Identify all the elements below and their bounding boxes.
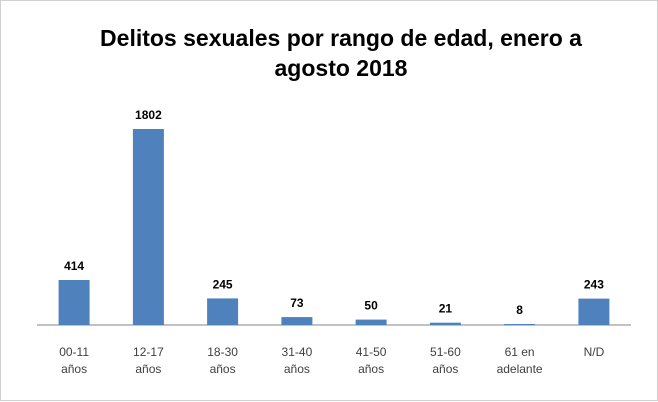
category-label-0-0: 00-11 xyxy=(59,345,89,359)
category-label-4-1: años xyxy=(358,362,384,376)
category-label-5-1: años xyxy=(432,362,458,376)
bar-5 xyxy=(429,322,461,325)
data-label-6: 8 xyxy=(516,303,523,317)
bar-7 xyxy=(578,298,610,325)
data-label-2: 245 xyxy=(213,277,233,291)
bar-0 xyxy=(58,280,90,325)
category-label-6-0: 61 en xyxy=(505,345,535,359)
data-label-4: 50 xyxy=(364,299,378,313)
category-label-2-0: 18-30 xyxy=(207,345,238,359)
bar-1 xyxy=(132,129,164,325)
bar-4 xyxy=(355,319,387,325)
data-label-0: 414 xyxy=(64,259,84,273)
data-label-7: 243 xyxy=(584,278,604,292)
data-label-3: 73 xyxy=(290,296,304,310)
category-label-5-0: 51-60 xyxy=(430,345,461,359)
category-label-1-1: años xyxy=(135,362,161,376)
category-label-6-1: adelante xyxy=(497,362,543,376)
category-label-2-1: años xyxy=(210,362,236,376)
chart-title: Delitos sexuales por rango de edad, ener… xyxy=(100,25,582,81)
bar-6 xyxy=(504,324,536,325)
category-label-3-0: 31-40 xyxy=(282,345,313,359)
category-label-4-0: 41-50 xyxy=(356,345,387,359)
data-label-5: 21 xyxy=(439,302,453,316)
bar-2 xyxy=(207,298,239,325)
category-label-3-1: años xyxy=(284,362,310,376)
category-label-0-1: años xyxy=(61,362,87,376)
category-label-1-0: 12-17 xyxy=(133,345,164,359)
category-label-7-0: N/D xyxy=(584,345,605,359)
bar-3 xyxy=(281,317,313,325)
data-label-1: 1802 xyxy=(135,108,162,122)
